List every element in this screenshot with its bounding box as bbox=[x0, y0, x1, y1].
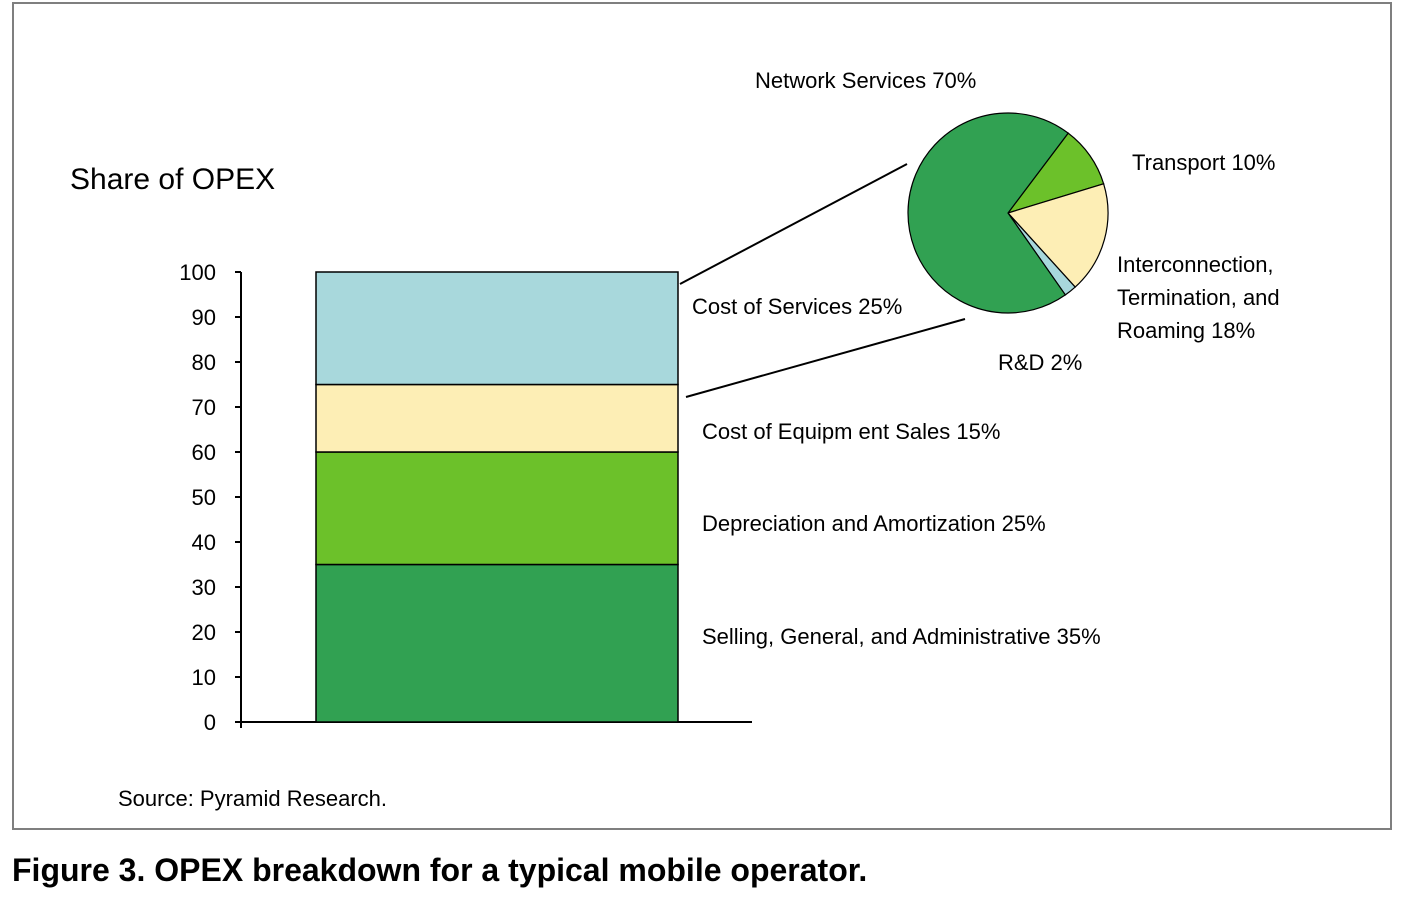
y-tick-label: 50 bbox=[192, 485, 216, 510]
connector-line-top bbox=[679, 163, 908, 285]
chart-title: Share of OPEX bbox=[70, 163, 275, 196]
bar-segment-depreciation-and-amortization bbox=[315, 451, 679, 566]
y-tick-label: 10 bbox=[192, 665, 216, 690]
y-tick-label: 70 bbox=[192, 395, 216, 420]
source-note: Source: Pyramid Research. bbox=[118, 786, 387, 811]
y-tick-label: 60 bbox=[192, 440, 216, 465]
stacked-bar bbox=[315, 271, 679, 723]
segment-labels: Selling, General, and Administrative 35%… bbox=[692, 294, 1101, 649]
figure-caption: Figure 3. OPEX breakdown for a typical m… bbox=[12, 852, 868, 888]
segment-label-depreciation-and-amortization: Depreciation and Amortization 25% bbox=[702, 511, 1046, 536]
pie-label-interconnection-line-3: Roaming 18% bbox=[1117, 318, 1255, 343]
y-tick-label: 0 bbox=[204, 710, 216, 735]
pie-label-interconnection-line-1: Interconnection, bbox=[1117, 252, 1274, 277]
pie-label-interconnection-line-2: Termination, and bbox=[1117, 285, 1280, 310]
bar-segment-cost-of-equipment-sales bbox=[315, 383, 679, 453]
y-tick-label: 100 bbox=[179, 260, 216, 285]
y-tick-label: 40 bbox=[192, 530, 216, 555]
bar-segment-cost-of-services bbox=[315, 271, 679, 386]
y-tick-label: 30 bbox=[192, 575, 216, 600]
pie-slice-interconnection-termination-and-roaming bbox=[1006, 183, 1109, 288]
segment-label-cost-of-equipment-sales: Cost of Equipm ent Sales 15% bbox=[702, 419, 1000, 444]
segment-label-cost-of-services: Cost of Services 25% bbox=[692, 294, 902, 319]
pie-label-transport: Transport 10% bbox=[1132, 150, 1275, 175]
connector-line-bottom bbox=[685, 318, 966, 398]
pie-chart bbox=[907, 112, 1109, 314]
y-tick-label: 80 bbox=[192, 350, 216, 375]
pie-slice-network-services bbox=[907, 112, 1070, 314]
pie-label-rnd: R&D 2% bbox=[998, 350, 1082, 375]
opex-chart: Share of OPEX 0 10 20 30 40 50 60 70 80 90 100 Sel… bbox=[70, 68, 1280, 811]
pie-label-network-services: Network Services 70% bbox=[755, 68, 976, 93]
segment-label-selling-general-and-administrative: Selling, General, and Administrative 35% bbox=[702, 624, 1101, 649]
y-tick-label: 90 bbox=[192, 305, 216, 330]
y-tick-label: 20 bbox=[192, 620, 216, 645]
bar-segment-selling-general-and-administrative bbox=[315, 563, 679, 723]
